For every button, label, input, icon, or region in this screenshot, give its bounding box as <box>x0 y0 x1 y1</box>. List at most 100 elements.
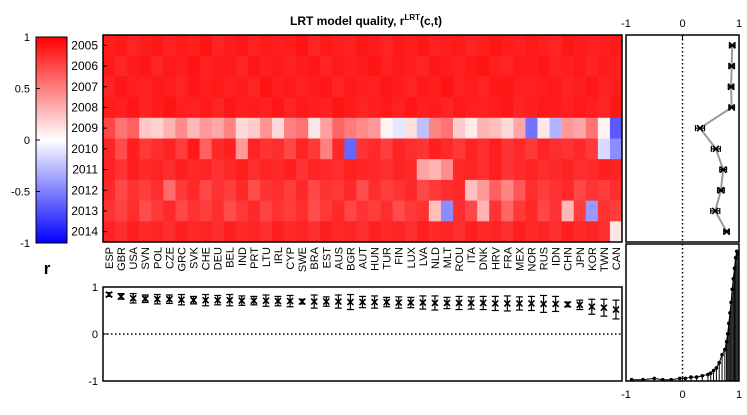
heatmap-cell <box>332 179 345 201</box>
heatmap-cell <box>199 117 213 139</box>
heatmap-cell <box>103 76 116 98</box>
heatmap-cell <box>609 221 623 243</box>
heatmap-cell <box>163 200 176 222</box>
heatmap-cell <box>296 35 309 57</box>
heatmap-cell <box>296 55 309 77</box>
heatmap-cell <box>440 55 454 77</box>
heatmap-cell <box>440 200 454 222</box>
heatmap-cell <box>103 35 116 57</box>
heatmap-cell <box>380 35 394 57</box>
heatmap-cell <box>465 221 478 243</box>
heatmap-cell <box>259 117 273 139</box>
heatmap-cell <box>392 76 406 98</box>
heatmap-cell <box>259 221 273 243</box>
heatmap-cell <box>235 221 249 243</box>
row-label: 2010 <box>71 142 98 156</box>
heatmap-cell <box>380 200 394 222</box>
heatmap-cell <box>103 55 116 77</box>
heatmap-cell <box>320 159 333 181</box>
country-marker <box>431 299 439 307</box>
heatmap-cell <box>537 138 550 160</box>
column-label: CZE <box>164 247 176 269</box>
heatmap-cell <box>296 138 309 160</box>
heatmap-cell <box>440 76 454 98</box>
heatmap-cell <box>139 221 152 243</box>
heatmap-cell <box>368 221 382 243</box>
heatmap-cell <box>368 117 382 139</box>
heatmap-cell <box>139 55 152 77</box>
heatmap-cell <box>223 200 237 222</box>
column-label: BEL <box>225 247 237 268</box>
country-marker <box>527 299 536 308</box>
heatmap-cell <box>392 159 406 181</box>
heatmap-cell <box>525 179 538 201</box>
distribution-point <box>720 353 724 357</box>
heatmap-cell <box>211 55 225 77</box>
heatmap-cell <box>332 221 345 243</box>
heatmap-cell <box>199 76 213 98</box>
heatmap-cell <box>223 117 237 139</box>
heatmap-cell <box>609 117 623 139</box>
heatmap-cell <box>585 159 599 181</box>
heatmap-cell <box>115 97 128 119</box>
heatmap-cell <box>223 55 237 77</box>
column-label: SVK <box>189 246 201 269</box>
heatmap-cell <box>392 200 406 222</box>
distribution-point <box>694 375 699 379</box>
heatmap-cell <box>332 35 345 57</box>
heatmap-cell <box>211 97 225 119</box>
heatmap-cell <box>139 138 152 160</box>
column-label: AUS <box>333 247 345 270</box>
heatmap-cell <box>440 35 454 57</box>
column-label: DNK <box>478 246 490 270</box>
heatmap-cell <box>585 97 599 119</box>
heatmap-cell <box>139 200 152 222</box>
heatmap-cell <box>609 159 623 181</box>
heatmap-cell <box>525 159 538 181</box>
heatmap-cell <box>284 55 297 77</box>
year-marker <box>696 124 704 132</box>
heatmap-cell <box>404 97 418 119</box>
heatmap-cell <box>175 97 188 119</box>
column-label: GBR <box>116 247 128 271</box>
heatmap-cell <box>440 117 454 139</box>
country-marker <box>202 296 210 304</box>
distribution-point <box>660 377 665 382</box>
heatmap-cell <box>585 117 599 139</box>
heatmap-cell <box>404 221 418 243</box>
heatmap-cell <box>428 179 442 201</box>
year-x-tick-label: 0 <box>679 18 685 30</box>
heatmap-cell <box>115 159 128 181</box>
country-marker <box>141 295 149 303</box>
year-x-tick-label: 1 <box>736 18 742 30</box>
heatmap-cell <box>151 117 164 139</box>
heatmap-cell <box>163 55 176 77</box>
heatmap-cell <box>127 200 140 222</box>
heatmap-cell <box>549 138 563 160</box>
heatmap-cell <box>175 159 188 181</box>
year-marker <box>711 207 719 215</box>
heatmap-cell <box>489 179 502 201</box>
heatmap-cell <box>344 138 357 160</box>
heatmap-cell <box>561 179 575 201</box>
country-quality-panel: 1 0 -1 <box>88 282 623 388</box>
heatmap-cell <box>259 159 273 181</box>
heatmap-cell <box>284 97 297 119</box>
heatmap-cell <box>501 117 514 139</box>
heatmap-cell <box>368 76 382 98</box>
heatmap-cell <box>247 35 261 57</box>
heatmap-cell <box>549 179 563 201</box>
country-marker <box>455 299 463 307</box>
heatmap-cell <box>259 76 273 98</box>
heatmap-cell <box>416 35 430 57</box>
heatmap-cell <box>163 159 176 181</box>
row-label: 2009 <box>71 121 98 135</box>
heatmap-cell <box>416 55 430 77</box>
country-marker <box>189 296 198 304</box>
country-marker <box>588 303 596 311</box>
heatmap-cell <box>368 97 382 119</box>
country-marker <box>407 298 415 307</box>
heatmap-cell <box>308 179 321 201</box>
column-label: HRV <box>490 246 502 270</box>
heatmap-cell <box>247 221 261 243</box>
